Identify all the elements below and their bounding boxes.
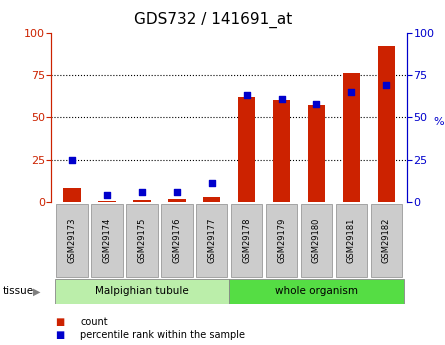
Point: [103, 192, 110, 198]
Text: GSM29175: GSM29175: [138, 218, 146, 263]
Text: GSM29177: GSM29177: [207, 218, 216, 263]
FancyBboxPatch shape: [336, 204, 367, 277]
Text: GSM29174: GSM29174: [102, 218, 112, 263]
Bar: [238, 97, 255, 202]
Bar: [307, 106, 325, 202]
Bar: [343, 73, 360, 202]
Bar: [203, 197, 220, 202]
Text: ■: ■: [56, 317, 65, 326]
FancyBboxPatch shape: [231, 204, 263, 277]
Y-axis label: %: %: [433, 117, 444, 127]
Text: GSM29180: GSM29180: [312, 218, 321, 263]
Point: [138, 189, 146, 195]
Bar: [377, 46, 395, 202]
Bar: [133, 200, 151, 202]
Text: GSM29179: GSM29179: [277, 218, 286, 263]
Text: tissue: tissue: [2, 286, 33, 296]
FancyBboxPatch shape: [57, 204, 88, 277]
FancyBboxPatch shape: [371, 204, 402, 277]
Bar: [63, 188, 81, 202]
FancyBboxPatch shape: [91, 204, 123, 277]
Text: GDS732 / 141691_at: GDS732 / 141691_at: [134, 12, 293, 28]
Text: Malpighian tubule: Malpighian tubule: [95, 286, 189, 296]
Point: [278, 96, 285, 101]
Text: GSM29173: GSM29173: [68, 218, 77, 263]
Point: [69, 157, 76, 162]
Point: [243, 92, 250, 98]
Text: whole organism: whole organism: [275, 286, 358, 296]
Point: [313, 101, 320, 107]
FancyBboxPatch shape: [229, 279, 404, 304]
Text: GSM29181: GSM29181: [347, 218, 356, 263]
Text: GSM29182: GSM29182: [382, 218, 391, 263]
Bar: [98, 201, 116, 202]
Point: [348, 89, 355, 95]
Text: ▶: ▶: [32, 286, 40, 296]
Point: [383, 82, 390, 88]
Point: [173, 189, 180, 195]
Text: percentile rank within the sample: percentile rank within the sample: [80, 330, 245, 339]
FancyBboxPatch shape: [196, 204, 227, 277]
Text: count: count: [80, 317, 108, 326]
FancyBboxPatch shape: [161, 204, 193, 277]
Bar: [273, 100, 290, 202]
Text: GSM29176: GSM29176: [172, 218, 181, 263]
Point: [208, 180, 215, 186]
Text: GSM29178: GSM29178: [242, 218, 251, 263]
Text: ■: ■: [56, 330, 65, 339]
Bar: [168, 199, 186, 202]
FancyBboxPatch shape: [55, 279, 229, 304]
FancyBboxPatch shape: [301, 204, 332, 277]
FancyBboxPatch shape: [266, 204, 297, 277]
FancyBboxPatch shape: [126, 204, 158, 277]
